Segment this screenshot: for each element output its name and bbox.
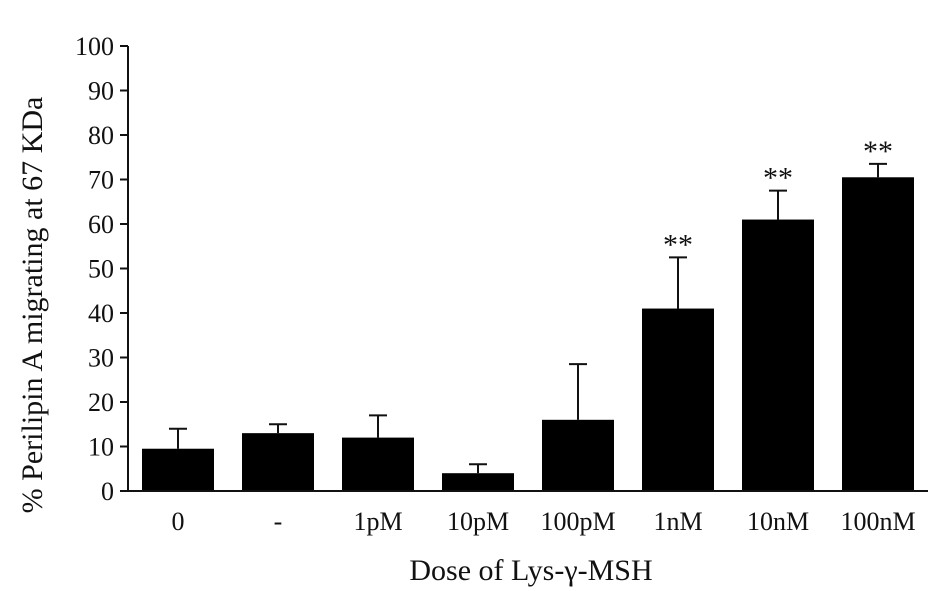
significance-annotations: ** ** ** xyxy=(663,135,893,261)
x-category-label: - xyxy=(274,507,283,536)
significance-marker: ** xyxy=(863,135,893,168)
bar xyxy=(742,219,814,492)
y-tick-label: 30 xyxy=(88,344,114,373)
y-tick-label: 10 xyxy=(88,433,114,462)
significance-marker: ** xyxy=(763,162,793,195)
y-tick-label: 50 xyxy=(88,255,114,284)
x-category-label: 0 xyxy=(172,507,185,536)
bar xyxy=(442,473,514,491)
y-tick-label: 90 xyxy=(88,77,114,106)
x-category-label: 100pM xyxy=(540,507,615,536)
y-tick-label: 60 xyxy=(88,210,114,239)
bar xyxy=(142,448,214,491)
bar xyxy=(242,433,314,491)
bar xyxy=(642,308,714,491)
y-axis-title: % Perilipin A migrating at 67 KDa xyxy=(16,97,49,514)
y-tick-label: 100 xyxy=(75,32,114,61)
x-axis-title: Dose of Lys-γ-MSH xyxy=(409,554,652,587)
y-tick-label: 0 xyxy=(101,477,114,506)
x-category-label: 100nM xyxy=(840,507,915,536)
x-axis-categories: 0 - 1pM 10pM 100pM 1nM 10nM 100nM xyxy=(172,507,916,536)
x-category-label: 10nM xyxy=(747,507,809,536)
y-axis-ticks: 0 10 20 30 40 50 60 70 80 90 100 xyxy=(75,32,128,506)
bar xyxy=(842,177,914,491)
bar xyxy=(342,437,414,491)
y-tick-label: 70 xyxy=(88,166,114,195)
x-category-label: 10pM xyxy=(447,507,509,536)
x-category-label: 1nM xyxy=(653,507,702,536)
y-tick-label: 40 xyxy=(88,299,114,328)
x-category-label: 1pM xyxy=(353,507,402,536)
error-bars xyxy=(169,162,887,474)
y-tick-label: 20 xyxy=(88,388,114,417)
bar xyxy=(542,419,614,491)
bars xyxy=(142,177,914,492)
y-tick-label: 80 xyxy=(88,121,114,150)
significance-marker: ** xyxy=(663,228,693,261)
